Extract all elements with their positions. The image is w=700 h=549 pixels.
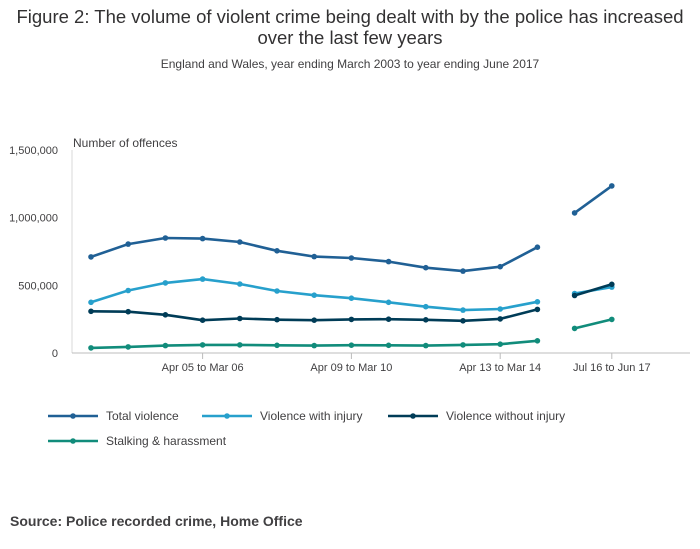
data-point[interactable]: [460, 342, 466, 348]
y-tick-label: 500,000: [18, 280, 58, 292]
legend-item[interactable]: Stalking & harassment: [48, 434, 227, 448]
data-point[interactable]: [88, 254, 94, 260]
data-point[interactable]: [497, 306, 504, 312]
data-point[interactable]: [571, 210, 578, 216]
data-point[interactable]: [311, 253, 318, 260]
data-point[interactable]: [348, 342, 355, 349]
x-tick-label: Apr 05 to Mar 06: [162, 362, 244, 374]
data-point[interactable]: [199, 276, 206, 282]
data-point[interactable]: [162, 312, 169, 318]
y-tick-label: 1,000,000: [9, 213, 58, 225]
source-note: Source: Police recorded crime, Home Offi…: [10, 513, 303, 529]
data-point[interactable]: [571, 292, 578, 299]
data-point[interactable]: [534, 338, 541, 344]
legend-item[interactable]: Total violence: [48, 409, 179, 423]
data-point[interactable]: [423, 342, 429, 349]
chart-subtitle: England and Wales, year ending March 200…: [160, 57, 540, 71]
series-line: [573, 184, 613, 214]
data-point[interactable]: [274, 288, 280, 294]
data-point[interactable]: [311, 317, 318, 324]
data-point[interactable]: [88, 345, 94, 351]
legend-label: Violence with injury: [260, 409, 363, 423]
data-point[interactable]: [274, 248, 280, 254]
data-point[interactable]: [348, 255, 355, 261]
data-point[interactable]: [385, 316, 392, 323]
x-tick-label: Jul 16 to Jun 17: [573, 362, 651, 374]
data-point[interactable]: [199, 342, 206, 348]
data-point[interactable]: [497, 263, 504, 270]
data-point[interactable]: [385, 299, 392, 306]
data-point[interactable]: [237, 281, 243, 287]
series-line: [574, 318, 613, 330]
data-point[interactable]: [497, 316, 504, 322]
data-point[interactable]: [162, 280, 169, 286]
data-point[interactable]: [497, 341, 504, 348]
data-point[interactable]: [534, 306, 541, 313]
data-point[interactable]: [311, 292, 318, 299]
chart-title: Figure 2: The volume of violent crime be…: [16, 6, 684, 48]
data-point[interactable]: [274, 316, 280, 323]
data-point[interactable]: [423, 317, 429, 323]
x-tick-label: Apr 13 to Mar 14: [459, 362, 541, 374]
data-point[interactable]: [385, 258, 392, 265]
legend-item[interactable]: Violence with injury: [202, 409, 363, 423]
data-point[interactable]: [199, 235, 206, 242]
data-point[interactable]: [348, 316, 355, 323]
data-point[interactable]: [237, 342, 243, 348]
data-point[interactable]: [423, 264, 429, 271]
legend-label: Total violence: [106, 409, 179, 423]
series-total-violence: [88, 183, 615, 274]
data-point[interactable]: [125, 344, 131, 350]
data-point[interactable]: [609, 281, 615, 288]
data-point[interactable]: [88, 299, 94, 306]
data-point[interactable]: [274, 342, 280, 349]
series-line: [574, 283, 613, 297]
data-point[interactable]: [571, 325, 578, 332]
data-point[interactable]: [534, 244, 541, 250]
y-axis-label: Number of offences: [73, 136, 178, 150]
legend-swatch-marker: [410, 413, 416, 419]
data-point[interactable]: [162, 235, 169, 241]
data-point[interactable]: [460, 318, 466, 324]
y-tick-label: 1,500,000: [9, 145, 58, 157]
x-tick-label: Apr 09 to Mar 10: [310, 362, 392, 374]
data-point[interactable]: [311, 342, 318, 349]
data-point[interactable]: [609, 316, 615, 323]
data-point[interactable]: [385, 342, 392, 349]
series-stalking-harassment: [88, 316, 615, 351]
data-point[interactable]: [348, 295, 355, 302]
legend-swatch-marker: [224, 413, 230, 419]
data-point[interactable]: [88, 308, 94, 315]
data-point[interactable]: [162, 342, 169, 349]
data-point[interactable]: [534, 299, 541, 305]
data-point[interactable]: [199, 317, 206, 324]
series-violence-without-injury: [88, 281, 615, 324]
data-point[interactable]: [125, 287, 131, 294]
legend-swatch-marker: [70, 413, 76, 419]
data-point[interactable]: [125, 241, 131, 247]
data-point[interactable]: [125, 308, 131, 315]
legend-label: Violence without injury: [446, 409, 565, 423]
legend-item[interactable]: Violence without injury: [388, 409, 565, 423]
data-point[interactable]: [460, 307, 466, 313]
legend-label: Stalking & harassment: [106, 434, 227, 448]
data-point[interactable]: [460, 268, 466, 274]
data-point[interactable]: [237, 315, 243, 322]
data-point[interactable]: [423, 303, 429, 310]
data-point[interactable]: [609, 183, 615, 189]
y-tick-label: 0: [52, 348, 58, 360]
data-point[interactable]: [237, 239, 243, 245]
legend-swatch-marker: [70, 438, 76, 444]
